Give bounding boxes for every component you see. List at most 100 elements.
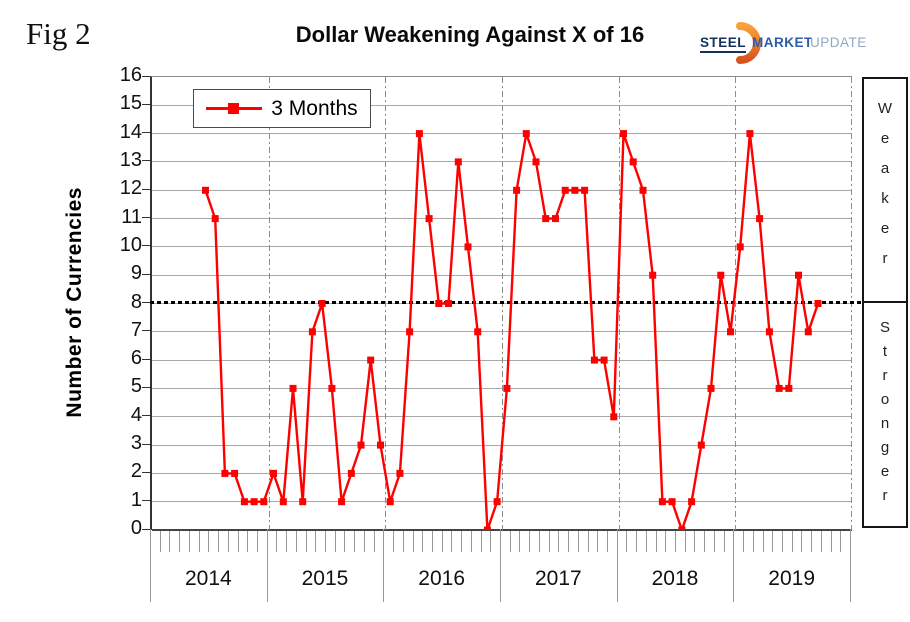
data-point-marker xyxy=(552,215,559,223)
data-point-marker xyxy=(445,300,452,307)
month-tick xyxy=(781,531,783,552)
data-point-marker xyxy=(415,130,423,138)
month-tick xyxy=(344,531,346,552)
month-tick xyxy=(529,531,531,552)
month-tick xyxy=(169,531,171,552)
data-point-marker xyxy=(697,441,705,449)
data-point-marker xyxy=(746,130,754,138)
month-tick xyxy=(470,531,472,552)
y-tick-label-5: 5 xyxy=(130,375,142,398)
data-point-marker xyxy=(250,498,258,506)
data-point-marker xyxy=(688,498,696,506)
year-separator xyxy=(500,529,501,602)
month-tick xyxy=(791,531,793,552)
month-tick xyxy=(490,531,492,552)
y-tick-mark-16 xyxy=(142,75,150,77)
y-tick-label-16: 16 xyxy=(119,64,142,86)
weaker-zone-label: Weaker xyxy=(876,100,894,280)
data-point-marker xyxy=(377,441,384,449)
y-tick-mark-12 xyxy=(142,188,150,190)
y-tick-label-4: 4 xyxy=(130,403,142,426)
x-year-label-2019: 2019 xyxy=(768,567,816,590)
month-tick xyxy=(820,531,822,552)
month-tick xyxy=(480,531,482,552)
data-point-marker xyxy=(474,328,482,336)
y-tick-mark-15 xyxy=(142,103,150,105)
data-point-marker xyxy=(658,498,666,506)
data-point-marker xyxy=(814,300,822,307)
y-tick-mark-8 xyxy=(142,302,150,303)
month-tick xyxy=(840,531,842,552)
year-separator xyxy=(733,529,735,602)
legend-line-marker-icon xyxy=(206,103,263,114)
data-point-marker xyxy=(279,498,287,506)
month-tick xyxy=(451,531,453,552)
reference-line-8 xyxy=(150,301,863,304)
y-tick-mark-13 xyxy=(142,160,150,162)
data-point-marker xyxy=(308,328,316,336)
logo-crescent-icon xyxy=(736,22,761,64)
data-point-marker xyxy=(357,441,365,449)
month-tick xyxy=(577,531,579,552)
series-line xyxy=(204,132,820,530)
stronger-zone-label: Stronger xyxy=(876,318,894,511)
logo-word-steel: STEEL xyxy=(700,35,747,53)
month-tick xyxy=(665,531,667,552)
y-tick-label-7: 7 xyxy=(130,318,142,341)
month-tick xyxy=(363,531,365,552)
month-tick xyxy=(830,531,832,552)
y-tick-label-12: 12 xyxy=(119,177,142,200)
month-tick xyxy=(373,531,375,552)
month-tick xyxy=(315,531,317,552)
x-year-label-2015: 2015 xyxy=(301,567,349,590)
x-year-label-2018: 2018 xyxy=(651,567,699,590)
data-point-marker xyxy=(620,130,627,138)
year-separator xyxy=(850,529,851,602)
x-axis-line xyxy=(152,529,852,531)
month-tick xyxy=(402,531,404,552)
data-point-marker xyxy=(571,186,579,194)
y-tick-mark-1 xyxy=(142,500,150,502)
month-tick xyxy=(568,531,570,552)
data-point-marker xyxy=(610,413,618,421)
year-separator xyxy=(150,529,151,602)
logo-word-update: UPDATE xyxy=(810,35,867,50)
y-tick-label-3: 3 xyxy=(130,432,142,455)
month-tick xyxy=(159,531,161,552)
month-tick xyxy=(227,531,229,552)
month-tick xyxy=(723,531,725,552)
data-point-marker xyxy=(581,186,589,194)
month-tick xyxy=(461,531,463,552)
data-point-marker xyxy=(600,356,608,364)
y-tick-label-6: 6 xyxy=(130,347,142,370)
data-point-marker xyxy=(629,158,637,166)
x-year-label-2017: 2017 xyxy=(534,567,582,590)
data-point-marker xyxy=(785,384,793,392)
data-point-marker xyxy=(795,271,802,279)
month-tick xyxy=(237,531,239,552)
month-tick xyxy=(713,531,715,552)
month-tick xyxy=(422,531,424,552)
x-year-label-2014: 2014 xyxy=(184,567,232,590)
y-axis-title: Number of Currencies xyxy=(63,187,86,418)
month-tick xyxy=(655,531,657,552)
data-point-marker xyxy=(289,384,297,392)
year-separator xyxy=(383,529,385,602)
y-tick-label-0: 0 xyxy=(130,517,142,539)
year-separator xyxy=(616,529,618,602)
data-point-marker xyxy=(270,469,277,477)
month-tick xyxy=(558,531,560,552)
y-tick-mark-0 xyxy=(142,528,150,530)
legend-label: 3 Months xyxy=(271,96,358,120)
month-tick xyxy=(412,531,414,552)
data-point-marker xyxy=(561,186,569,194)
data-point-marker xyxy=(522,130,530,138)
y-tick-mark-11 xyxy=(142,217,150,219)
y-tick-label-2: 2 xyxy=(130,460,142,483)
y-tick-label-11: 11 xyxy=(121,205,142,228)
month-tick xyxy=(636,531,638,552)
month-tick xyxy=(606,531,608,552)
data-point-marker xyxy=(396,469,404,477)
month-tick xyxy=(509,531,511,552)
